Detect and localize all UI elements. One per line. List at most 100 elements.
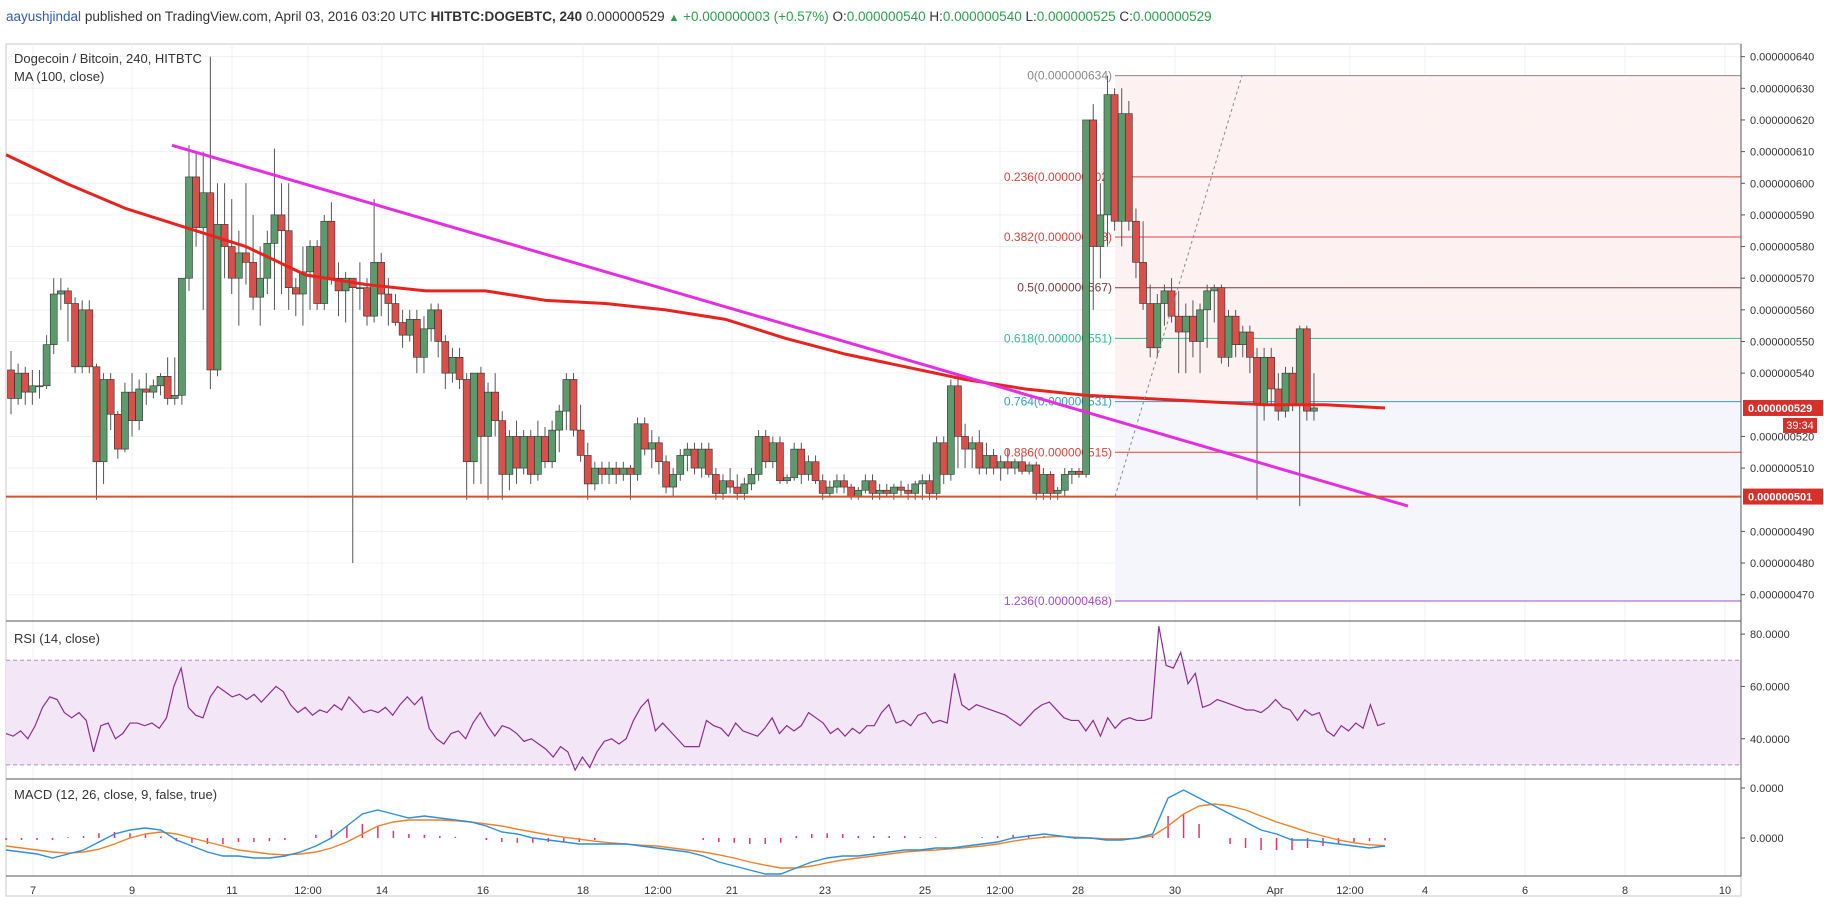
candle-down (206, 192, 215, 371)
candle-up (548, 429, 556, 463)
candle-up (932, 442, 941, 494)
candle-down (71, 303, 79, 368)
candle-down (1075, 470, 1083, 475)
candle-down (384, 293, 393, 304)
candle-up (256, 277, 265, 298)
candle-down (776, 442, 784, 482)
candle-up (1096, 214, 1105, 247)
candle-down (726, 480, 734, 488)
price-tick-label: 0.000000630 (1750, 83, 1814, 95)
candle-down (142, 388, 151, 393)
candle-down (277, 214, 286, 232)
candle-up (619, 467, 628, 475)
candle-up (555, 410, 564, 431)
price-tick-label: 0.000000580 (1750, 242, 1814, 254)
candle-up (49, 293, 58, 345)
candle-up (427, 309, 435, 330)
price-tick-label: 0.000000620 (1750, 115, 1814, 127)
candle-down (704, 448, 713, 475)
candle-down (398, 322, 407, 336)
candle-up (405, 319, 414, 336)
candle-down (1046, 474, 1055, 494)
candle-down (989, 455, 998, 469)
candle-down (925, 480, 934, 494)
candle-up (320, 220, 329, 304)
fib-level-label: 1.236(0.000000468) (1004, 594, 1112, 608)
candle-down (1267, 357, 1276, 390)
candle-up (747, 474, 756, 485)
candle-down (811, 461, 820, 482)
candle-up (783, 477, 791, 482)
candle-down (868, 480, 877, 494)
candle-up (1060, 474, 1069, 491)
rsi-tick-label: 40.0000 (1750, 734, 1790, 746)
candle-up (505, 436, 514, 475)
macd-pane[interactable] (5, 789, 1386, 875)
candle-up (947, 385, 955, 475)
candle-down (526, 436, 535, 475)
fib-zone-upper (1115, 75, 1741, 402)
axes: 0.0000006400.0000006300.0000006200.00000… (6, 44, 1823, 897)
symbol-label: HITBTC:DOGEBTC, 240 (430, 9, 583, 24)
candle-up (861, 480, 870, 491)
candle-down (583, 455, 592, 485)
candle-up (1182, 315, 1190, 333)
candle-down (818, 480, 827, 494)
candle-down (1274, 388, 1283, 412)
candle-down (327, 220, 336, 279)
candle-down (598, 467, 606, 475)
candle-up (178, 277, 186, 396)
candle-up (263, 243, 272, 279)
candle-up (519, 436, 528, 469)
descending-trendline (171, 143, 1409, 508)
candle-up (1068, 470, 1076, 475)
candle-down (462, 379, 471, 463)
candle-down (284, 230, 293, 288)
time-tick-label: 12:00 (644, 885, 672, 897)
candle-up (28, 385, 37, 393)
price-tick-label: 0.000000480 (1750, 558, 1814, 570)
publish-info: published on TradingView.com, April 03, … (84, 9, 427, 24)
time-tick-label: 8 (1622, 885, 1628, 897)
candle-up (676, 455, 685, 475)
macd-tick-label: 0.0000 (1750, 833, 1784, 845)
open-value: 0.000000540 (846, 9, 926, 24)
candle-up (448, 357, 457, 374)
candle-down (477, 372, 485, 437)
candle-down (655, 442, 663, 463)
candle-up (99, 379, 108, 463)
candle-up (1210, 287, 1219, 292)
macd-label: MACD (12, 26, close, 9, false, true) (14, 787, 217, 802)
ma-indicator-label: MA (100, close) (14, 69, 104, 84)
candle-up (633, 423, 642, 475)
price-pane[interactable]: 0(0.000000634)0.236(0.000000602)0.382(0.… (5, 56, 1741, 608)
candle-up (356, 287, 364, 289)
rsi-band (6, 660, 1741, 765)
candle-up (875, 489, 884, 494)
time-tick-label: 9 (129, 885, 135, 897)
rsi-pane[interactable] (5, 626, 1741, 772)
time-tick-label: 25 (919, 885, 931, 897)
candle-down (249, 262, 257, 298)
fib-level-label: 0.886(0.000000515) (1004, 445, 1112, 459)
candle-down (1167, 290, 1176, 317)
candle-down (128, 391, 136, 421)
candle-up (299, 271, 307, 295)
last-price-badge (1743, 399, 1823, 416)
candle-down (1189, 315, 1197, 342)
candle-up (754, 436, 763, 475)
candle-down (897, 486, 905, 491)
time-tick-label: 10 (1719, 885, 1731, 897)
candle-up (669, 474, 677, 488)
macd-line (5, 789, 1386, 875)
author-link[interactable]: aayushjindal (6, 9, 82, 24)
candle-up (1196, 309, 1204, 342)
candle-up (1310, 407, 1318, 412)
price-tick-label: 0.000000540 (1750, 368, 1814, 380)
time-tick-label: 28 (1072, 885, 1084, 897)
fib-level-label: 0.618(0.000000551) (1004, 331, 1112, 345)
candle-up (697, 448, 706, 469)
candle-down (363, 287, 371, 317)
fib-zone-lower (1115, 401, 1741, 602)
